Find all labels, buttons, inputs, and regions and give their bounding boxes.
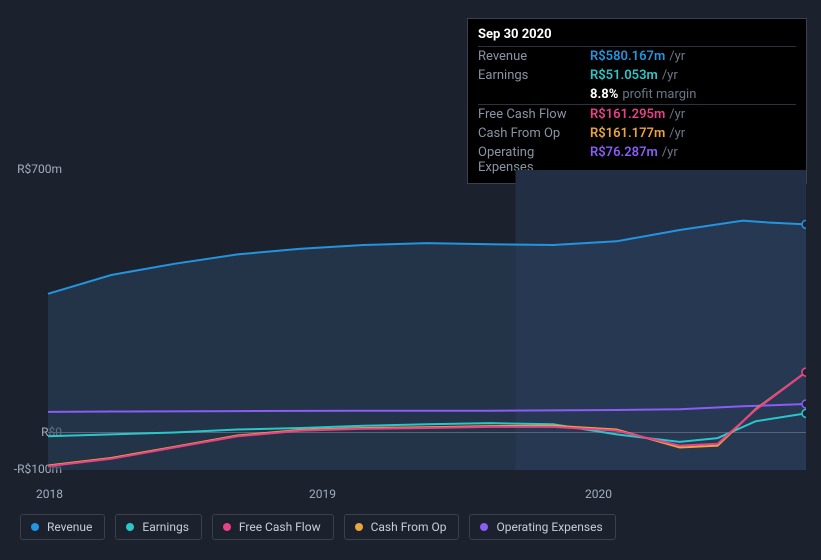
tooltip-row-margin: 8.8% profit margin [478, 85, 796, 104]
x-axis-tick-label: 2018 [36, 487, 63, 501]
legend-dot [126, 523, 134, 531]
tooltip-value: R$161.177m [590, 126, 665, 141]
tooltip-label: Free Cash Flow [478, 107, 590, 122]
tooltip-label [478, 87, 590, 102]
tooltip-label: Cash From Op [478, 126, 590, 141]
x-axis-tick-label: 2020 [585, 487, 612, 501]
chart-svg[interactable] [16, 170, 806, 470]
legend-item-opex[interactable]: Operating Expenses [469, 514, 615, 540]
tooltip-label: Earnings [478, 68, 590, 83]
tooltip-row-cfo: Cash From Op R$161.177m /yr [478, 124, 796, 143]
tooltip-value: R$51.053m [590, 68, 658, 83]
tooltip-value: R$580.167m [590, 49, 665, 64]
legend-label: Cash From Op [371, 520, 447, 534]
tooltip-unit: /yr [669, 107, 685, 122]
tooltip-unit: /yr [669, 49, 685, 64]
legend-dot [480, 523, 488, 531]
legend-item-cfo[interactable]: Cash From Op [344, 514, 460, 540]
legend-label: Free Cash Flow [239, 520, 321, 534]
tooltip-margin-value: 8.8% [590, 87, 618, 102]
legend-label: Revenue [47, 520, 92, 534]
tooltip-margin-label: profit margin [622, 87, 696, 102]
legend: Revenue Earnings Free Cash Flow Cash Fro… [20, 514, 616, 540]
tooltip-row-revenue: Revenue R$580.167m /yr [478, 46, 796, 66]
chart: R$700m R$0 -R$100m 2018 2019 2020 [16, 170, 806, 470]
tooltip-panel: Sep 30 2020 Revenue R$580.167m /yr Earni… [467, 18, 807, 184]
legend-dot [223, 523, 231, 531]
legend-label: Operating Expenses [496, 520, 602, 534]
legend-item-fcf[interactable]: Free Cash Flow [212, 514, 334, 540]
legend-dot [355, 523, 363, 531]
tooltip-row-earnings: Earnings R$51.053m /yr [478, 66, 796, 85]
tooltip-row-fcf: Free Cash Flow R$161.295m /yr [478, 104, 796, 124]
legend-label: Earnings [142, 520, 189, 534]
tooltip-unit: /yr [662, 68, 678, 83]
tooltip-label: Revenue [478, 49, 590, 64]
legend-item-revenue[interactable]: Revenue [20, 514, 105, 540]
tooltip-unit: /yr [669, 126, 685, 141]
tooltip-value: R$161.295m [590, 107, 665, 122]
tooltip-date: Sep 30 2020 [478, 25, 796, 46]
legend-dot [31, 523, 39, 531]
legend-item-earnings[interactable]: Earnings [115, 514, 202, 540]
x-axis-tick-label: 2019 [309, 487, 336, 501]
